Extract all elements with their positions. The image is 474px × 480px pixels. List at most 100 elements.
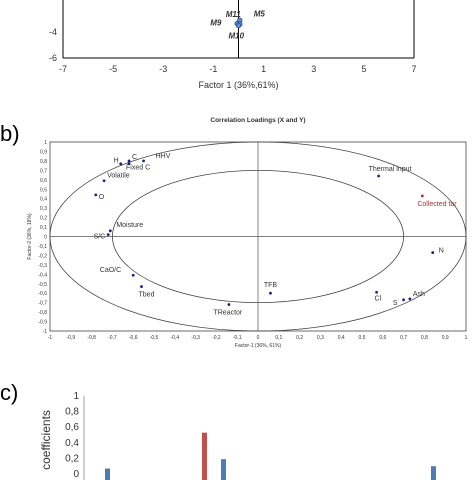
a-x-tick-label: 5: [361, 64, 366, 74]
b-point: [131, 273, 135, 277]
b-point-label: TReactor: [213, 310, 242, 317]
b-point-label: Tbed: [139, 292, 155, 299]
c-y-tick-label: 0,4: [65, 438, 79, 449]
b-x-tick-label: 0,5: [359, 335, 366, 341]
b-y-tick-label: 0,5: [40, 187, 47, 193]
a-point-label: M9: [210, 19, 222, 28]
a-x-tick-label: -7: [59, 64, 67, 74]
b-y-tick-label: -0,4: [38, 272, 47, 278]
b-correlation-circle: [111, 169, 405, 304]
b-y-tick-label: 0,4: [40, 197, 47, 203]
a-x-tick-label: 7: [411, 64, 416, 74]
b-x-tick-label: 0,9: [442, 335, 449, 341]
b-x-tick-label: 1: [465, 335, 468, 341]
b-x-tick-label: -0,4: [170, 335, 179, 341]
b-y-tick-label: 0,7: [40, 168, 47, 174]
b-y-axis-label: Factor-2 (36%, 18%): [27, 213, 33, 259]
b-point: [431, 251, 435, 254]
b-x-tick-label: -0,2: [212, 335, 221, 341]
b-x-tick-label: -0,9: [66, 335, 75, 341]
b-point: [402, 298, 405, 302]
b-point-label: N: [439, 248, 444, 255]
c-y-tick-label: 1: [73, 391, 79, 402]
b-x-tick-label: -0,8: [87, 335, 96, 341]
b-point: [408, 297, 412, 301]
b-y-tick-label: -0,9: [38, 320, 47, 326]
b-point: [420, 194, 424, 198]
a-point: [235, 22, 242, 29]
c-y-tick-label: 0: [73, 469, 79, 480]
b-y-tick-label: 0,9: [40, 149, 47, 155]
b-y-tick-label: -1: [43, 329, 48, 335]
b-x-tick-label: -1: [48, 335, 53, 341]
a-y-tick-label: -4: [49, 27, 57, 37]
b-x-tick-label: 0: [257, 335, 260, 341]
a-x-tick-label: -3: [159, 64, 167, 74]
b-point-label: Ash: [413, 291, 425, 298]
b-point-label: HHV: [156, 153, 171, 160]
b-point-label: Volatile: [107, 173, 130, 180]
c-bar: [105, 468, 110, 480]
b-point: [106, 233, 110, 237]
b-point: [108, 229, 112, 233]
b-point-label: Thermal input: [369, 166, 412, 173]
b-point-label: S: [393, 300, 398, 307]
b-point: [140, 285, 143, 288]
b-point: [127, 162, 131, 166]
b-y-tick-label: 0,1: [40, 225, 47, 231]
a-point-label: M5: [254, 9, 266, 18]
a-x-axis-label: Factor 1 (36%,61%): [198, 80, 278, 90]
b-point-label: TFB: [264, 282, 278, 289]
a-x-tick-label: 1: [261, 64, 266, 74]
b-point: [119, 162, 123, 166]
b-y-tick-label: 0,3: [40, 206, 47, 212]
b-x-axis-label: Factor-1 (36%, 61%): [235, 343, 281, 349]
b-y-tick-label: -0,3: [38, 263, 47, 269]
b-x-tick-label: 0,3: [317, 335, 324, 341]
b-y-tick-label: -0,6: [38, 291, 47, 297]
b-point-label: Moisture: [116, 222, 143, 229]
b-x-tick-label: 0,7: [400, 335, 407, 341]
b-x-tick-label: 0,1: [275, 335, 282, 341]
b-x-tick-label: 0,6: [379, 335, 386, 341]
b-point-label: O: [99, 194, 105, 201]
b-point: [142, 159, 146, 163]
b-y-tick-label: 1: [44, 140, 47, 146]
chart-c: 1 0,8 0,6 0,4 0,2 0 coefficients: [39, 391, 436, 480]
a-x-tick-label: 3: [311, 64, 316, 74]
b-y-tick-label: -0,1: [38, 244, 47, 250]
b-x-tick-label: -0,1: [233, 335, 242, 341]
b-point: [227, 303, 231, 306]
b-y-tick-label: -0,8: [38, 310, 47, 316]
b-y-tick-label: 0,2: [40, 216, 47, 222]
panel-c-label: c): [0, 380, 19, 405]
c-bar: [221, 459, 226, 480]
b-x-tick-label: 0,4: [338, 335, 345, 341]
b-x-tick-label: -0,7: [108, 335, 117, 341]
chart-b: Correlation Loadings (X and Y) -1 -0,9 -0,8…: [27, 117, 468, 349]
b-point-label: S/C: [94, 234, 106, 241]
b-x-tick-label: -0,6: [129, 335, 138, 341]
b-y-tick-label: 0,8: [40, 159, 47, 165]
a-point-label: M11: [226, 10, 242, 19]
b-point: [375, 290, 378, 294]
b-x-tick-label: 0,2: [296, 335, 303, 341]
b-y-tick-label: -0,2: [38, 253, 47, 259]
c-y-tick-label: 0,8: [65, 407, 79, 418]
b-x-tick-label: -0,5: [150, 335, 159, 341]
b-point-label: Fixed C: [126, 165, 150, 172]
b-point: [269, 291, 272, 295]
b-y-tick-label: 0,6: [40, 178, 47, 184]
b-point: [94, 193, 98, 197]
c-bar: [202, 432, 207, 480]
panel-b-label: b): [0, 121, 20, 146]
c-y-tick-label: 0,2: [65, 453, 79, 464]
chart-a: -7 -5 -3 -1 1 3 5 7 -4 -6 Factor 1 (36%,61%) M5 M9 M1…: [49, 0, 417, 90]
a-point-label: M10: [229, 32, 245, 41]
b-point-label: Cl: [375, 295, 382, 302]
b-point: [377, 174, 381, 178]
b-point-label: CaO/C: [100, 267, 121, 274]
b-y-tick-label: -0,5: [38, 282, 47, 288]
b-point-label: C: [132, 154, 137, 161]
b-y-tick-label: -0,7: [38, 301, 47, 307]
